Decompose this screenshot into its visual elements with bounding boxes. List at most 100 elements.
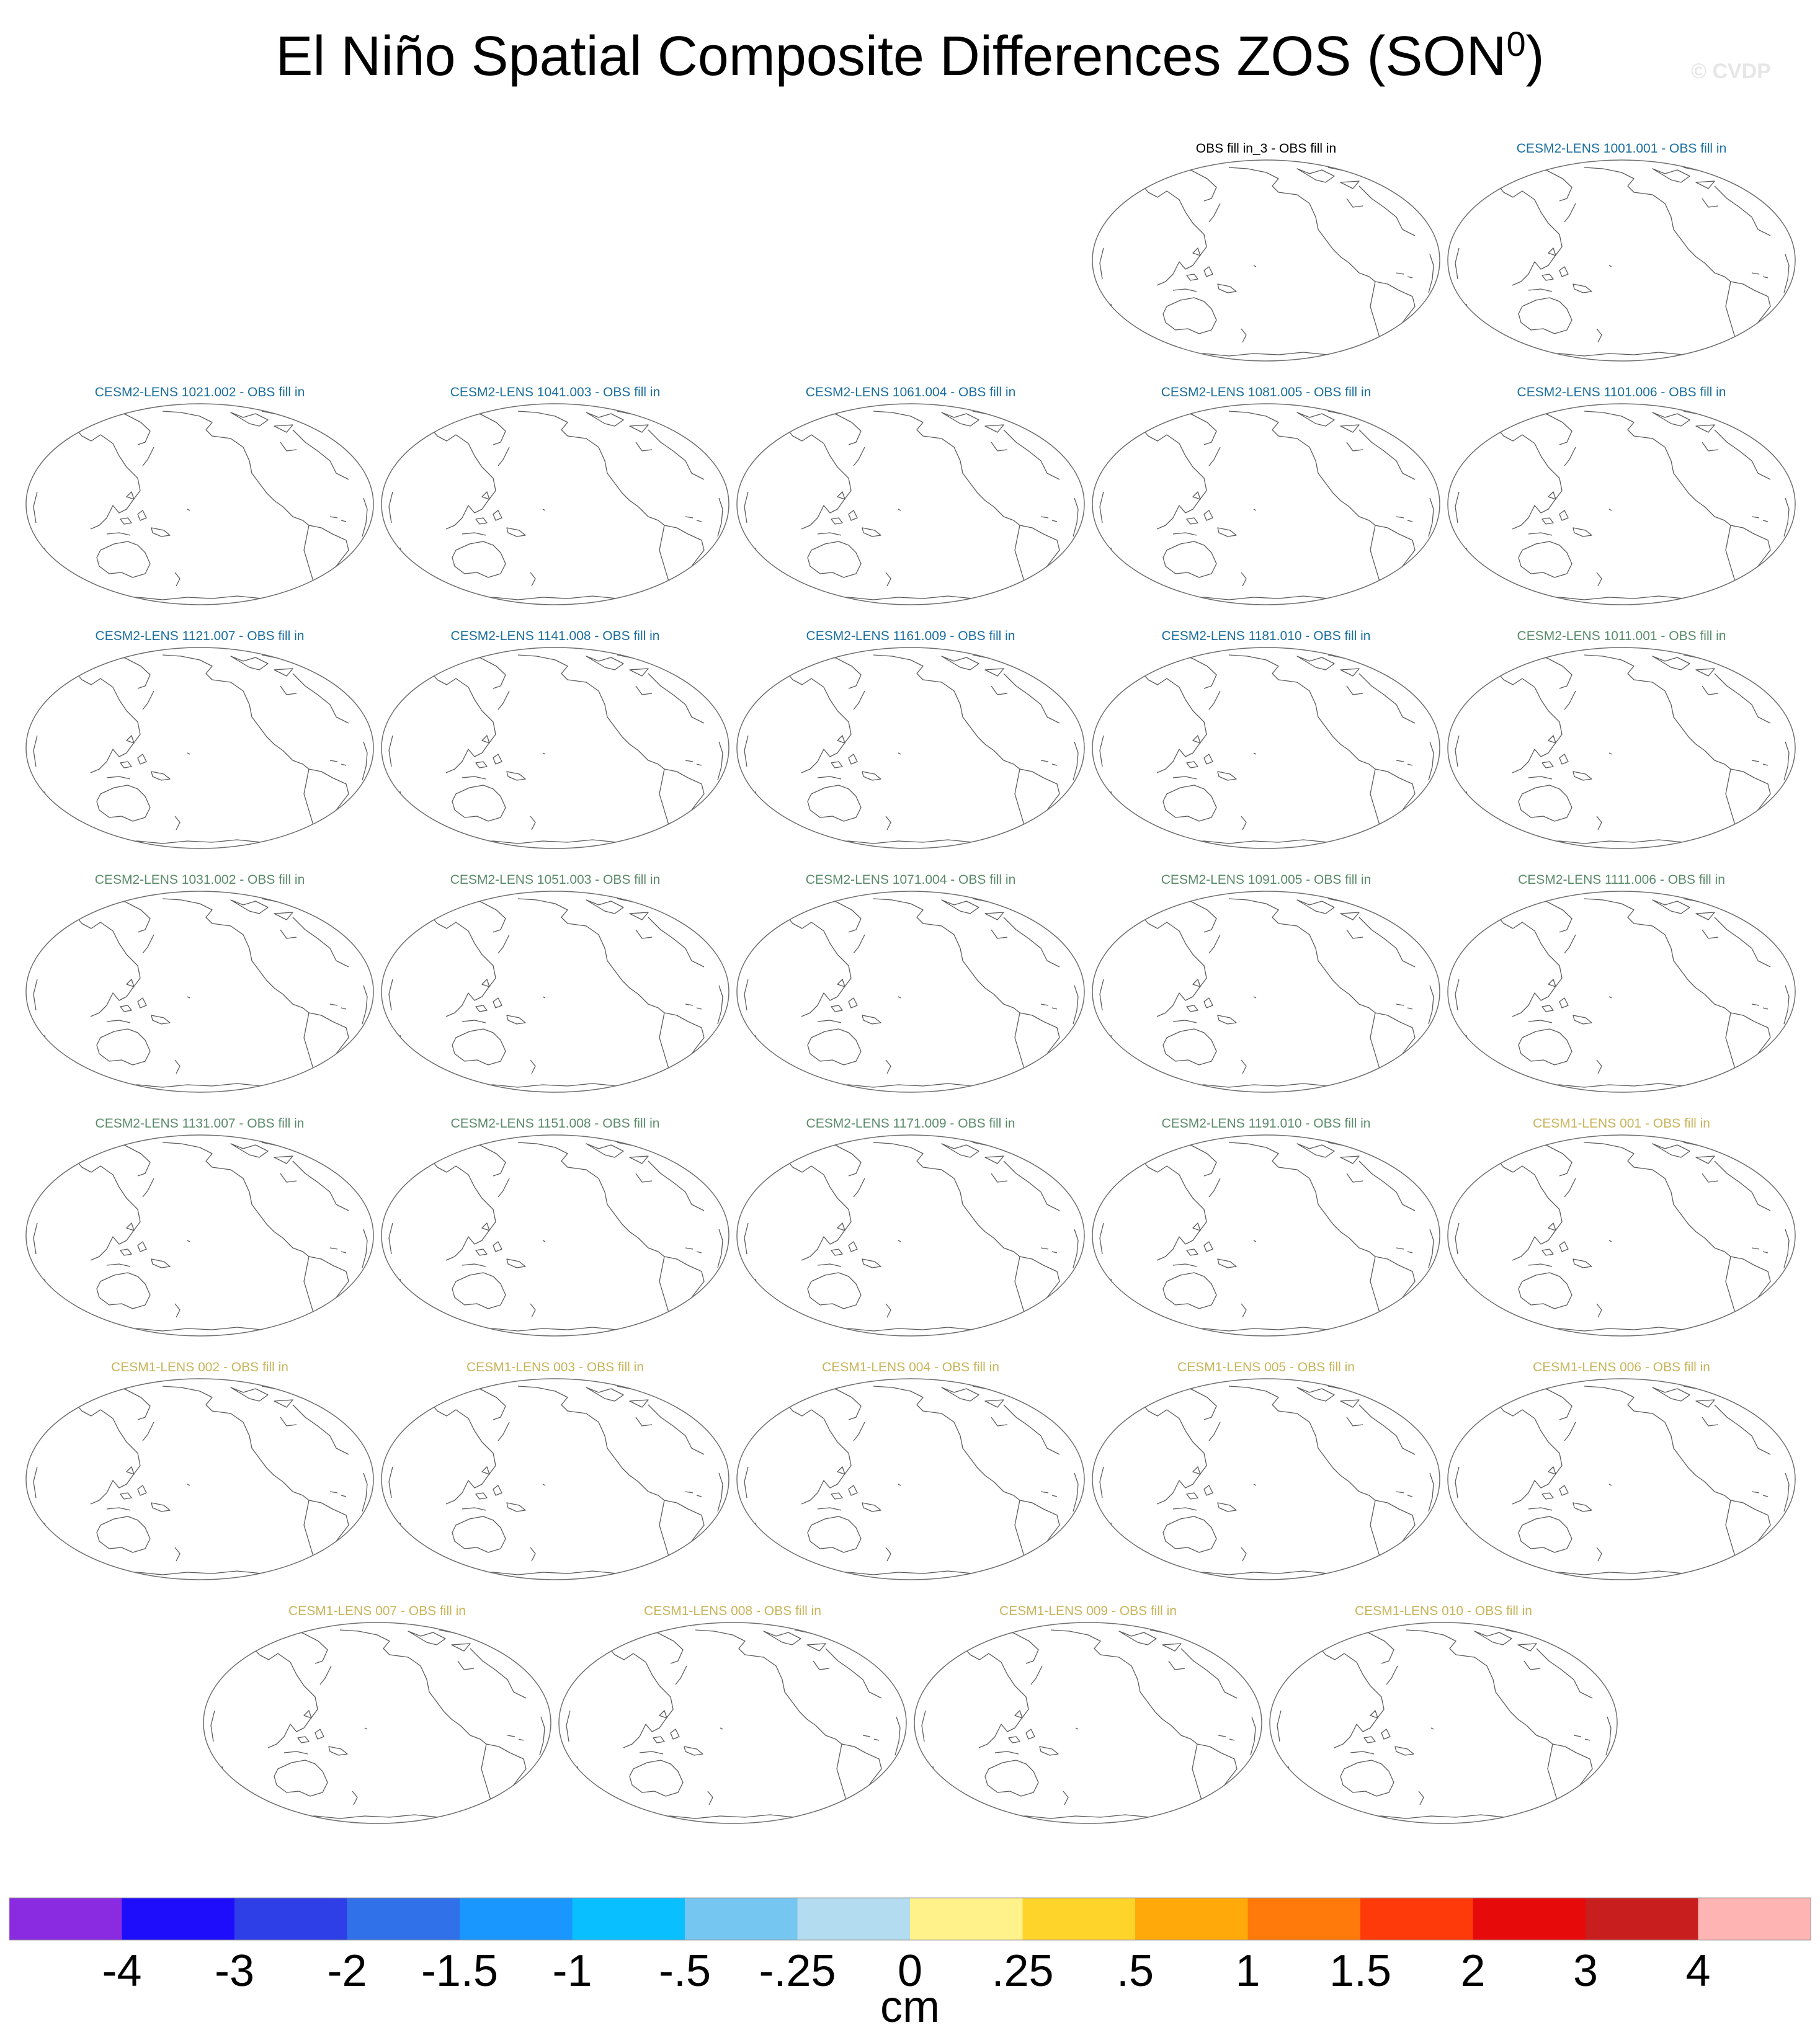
coastline [33,898,368,1088]
panel-title: CESM1-LENS 007 - OBS fill in [288,1604,466,1618]
coastline [33,1142,368,1332]
map-border [25,1134,374,1337]
map-panel: CESM1-LENS 010 - OBS fill in [1269,1604,1618,1824]
coastline [1455,1142,1790,1332]
coastline [1455,654,1790,844]
panel-title: CESM2-LENS 1031.002 - OBS fill in [95,873,305,887]
panel-title: CESM2-LENS 1001.001 - OBS fill in [1517,141,1726,156]
colorbar-unit-label: cm [880,1982,940,2032]
map-border [1092,1378,1440,1580]
map-panel: CESM1-LENS 003 - OBS fill in [381,1360,729,1580]
map-border [1447,1378,1796,1580]
panel-title: CESM1-LENS 009 - OBS fill in [999,1604,1177,1618]
coastline [744,898,1079,1088]
colorbar-boxes [9,1897,1811,1941]
map-border [1447,403,1796,605]
colorbar-box [1473,1898,1586,1940]
panel-title: CESM2-LENS 1151.008 - OBS fill in [451,1116,660,1131]
coastline [1099,898,1434,1088]
map-panel: CESM2-LENS 1171.009 - OBS fill in [736,1116,1085,1337]
panel-title: CESM2-LENS 1171.009 - OBS fill in [806,1116,1015,1131]
map-border [1092,891,1440,1093]
map-panel: CESM2-LENS 1001.001 - OBS fill in [1447,141,1796,362]
panel-title: CESM2-LENS 1051.003 - OBS fill in [450,873,660,887]
map-border [1092,159,1440,362]
map-border [1447,891,1796,1093]
map-border [25,1378,374,1580]
colorbar-box [460,1898,573,1940]
title-main: El Niño Spatial Composite Differences ZO… [275,25,1507,87]
map-border [381,403,729,605]
colorbar-tick-label: 3 [1573,1946,1598,1996]
panel-title: CESM2-LENS 1131.007 - OBS fill in [96,1116,305,1131]
map-border [203,1622,551,1824]
colorbar-box [347,1898,460,1940]
map-border [381,647,729,849]
map-panel: CESM2-LENS 1031.002 - OBS fill in [25,873,374,1093]
map-border [1092,647,1440,849]
panel-title: CESM2-LENS 1111.006 - OBS fill in [1518,873,1725,887]
panel-title: CESM2-LENS 1191.010 - OBS fill in [1162,1116,1371,1131]
colorbar-tick-label: -2 [327,1946,367,1996]
coastline [1099,411,1434,600]
map-panel: CESM2-LENS 1121.007 - OBS fill in [25,629,374,849]
panel-title: CESM2-LENS 1161.009 - OBS fill in [806,629,1015,643]
map-border [381,1378,729,1580]
coastline [33,654,368,844]
map-panel: CESM2-LENS 1151.008 - OBS fill in [381,1116,729,1337]
panel-title: CESM1-LENS 005 - OBS fill in [1177,1360,1355,1374]
colorbar-box [9,1898,122,1940]
map-border [25,891,374,1093]
panel-title: CESM2-LENS 1081.005 - OBS fill in [1161,385,1371,399]
colorbar-box [1698,1898,1811,1940]
map-panel: CESM2-LENS 1141.008 - OBS fill in [381,629,729,849]
coastline [1099,1142,1434,1332]
panel-title: CESM2-LENS 1141.008 - OBS fill in [451,629,660,643]
coastline [33,411,368,600]
map-border [736,1378,1085,1580]
coastline [1099,654,1434,844]
panel-title: OBS fill in_3 - OBS fill in [1196,141,1336,156]
map-border [1269,1622,1618,1824]
panel-title: CESM2-LENS 1101.006 - OBS fill in [1517,385,1726,399]
coastline [388,898,723,1088]
map-panel: CESM2-LENS 1161.009 - OBS fill in [736,629,1085,849]
coastline [744,1142,1079,1332]
colorbar-tick-label: -.25 [759,1946,836,1996]
map-border [736,403,1085,605]
title-superscript: 0 [1506,24,1526,63]
map-border [1447,159,1796,362]
panel-title: CESM1-LENS 010 - OBS fill in [1355,1604,1532,1618]
colorbar-tick-label: -.5 [659,1946,711,1996]
coastline [388,1142,723,1332]
colorbar-box [685,1898,798,1940]
colorbar-tick-label: -1.5 [421,1946,498,1996]
map-border [736,1134,1085,1337]
panel-title: CESM1-LENS 008 - OBS fill in [644,1604,821,1618]
map-panel: CESM2-LENS 1061.004 - OBS fill in [736,385,1085,605]
map-panel: CESM2-LENS 1071.004 - OBS fill in [736,873,1085,1093]
coastline [1455,898,1790,1088]
map-panel: CESM2-LENS 1131.007 - OBS fill in [25,1116,374,1337]
coastline [744,411,1079,600]
coastline [388,654,723,844]
panel-title: CESM2-LENS 1011.001 - OBS fill in [1517,629,1726,643]
map-panel: CESM2-LENS 1021.002 - OBS fill in [25,385,374,605]
coastline [921,1629,1256,1819]
coastline [210,1629,545,1819]
colorbar-box [1247,1898,1361,1940]
coastline [744,654,1079,844]
panel-title: CESM1-LENS 002 - OBS fill in [111,1360,288,1374]
colorbar-box [797,1898,911,1940]
panel-title: CESM1-LENS 006 - OBS fill in [1533,1360,1710,1374]
colorbar-box [1135,1898,1248,1940]
map-panel: CESM2-LENS 1191.010 - OBS fill in [1092,1116,1440,1337]
map-border [736,647,1085,849]
colorbar-tick-label: 0 [898,1946,922,1996]
map-border [1092,1134,1440,1337]
colorbar-box [572,1898,685,1940]
panel-title: CESM2-LENS 1091.005 - OBS fill in [1161,873,1371,887]
colorbar-tick-labels: -4 -3 -2 -1.5 -1 -.5 -.25 0 .25 .5 1 1.5 2 3 4 [102,1946,1710,1996]
map-border [1447,1134,1796,1337]
colorbar-box [1360,1898,1473,1940]
